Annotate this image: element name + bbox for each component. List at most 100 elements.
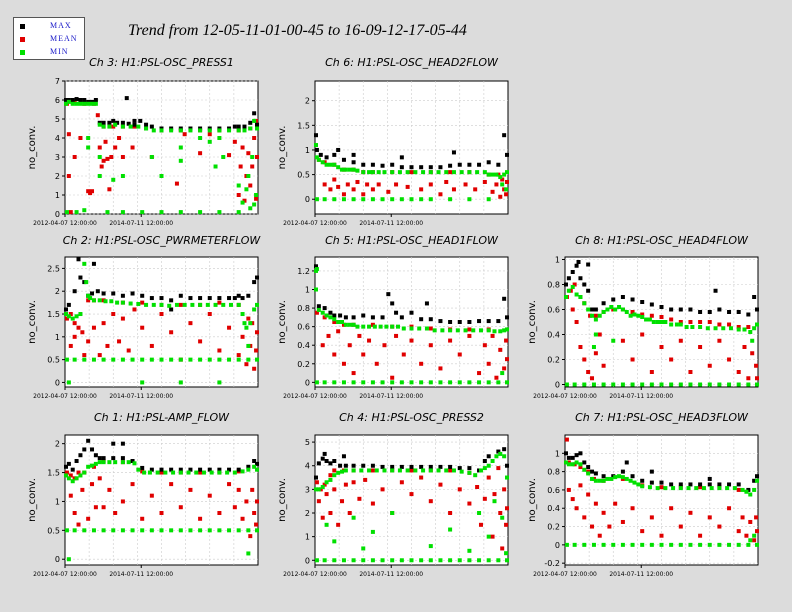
- data-point-max: [255, 275, 259, 280]
- data-point-mean: [105, 343, 110, 348]
- data-point-min: [713, 326, 718, 331]
- data-point-min: [128, 124, 133, 129]
- data-point-min: [709, 486, 714, 491]
- data-point-max: [409, 310, 414, 315]
- data-point-min: [140, 210, 145, 215]
- data-point-mean: [613, 501, 618, 506]
- data-point-mean: [409, 170, 414, 175]
- data-point-min: [624, 476, 629, 481]
- data-point-min: [755, 382, 759, 387]
- legend-marker-max: [20, 24, 25, 29]
- data-point-max: [448, 464, 453, 469]
- data-point-min: [428, 544, 433, 549]
- data-point-min: [227, 357, 232, 362]
- data-point-max: [324, 459, 329, 463]
- data-point-max: [78, 275, 83, 280]
- data-point-min: [593, 332, 598, 337]
- data-point-min: [428, 380, 433, 385]
- data-point-min: [97, 174, 102, 178]
- data-point-mean: [490, 534, 495, 539]
- data-point-min: [347, 167, 352, 172]
- data-point-min: [721, 326, 726, 331]
- data-point-min: [320, 485, 325, 489]
- data-point-min: [395, 324, 400, 329]
- x-tick-label: 2014-07-11 12:00:00: [359, 220, 423, 227]
- data-point-mean: [448, 170, 453, 175]
- data-point-mean: [68, 343, 73, 348]
- chart-title: Ch 3: H1:PSL-OSC_PRESS1: [89, 56, 234, 69]
- data-point-max: [178, 293, 183, 298]
- data-point-mean: [467, 333, 472, 338]
- data-point-min: [505, 170, 509, 175]
- data-point-mean: [451, 187, 456, 192]
- data-point-min: [390, 197, 395, 202]
- data-point-max: [82, 447, 87, 452]
- x-tick-label: 2012-04-07 12:00:00: [533, 393, 597, 400]
- data-point-min: [409, 558, 414, 563]
- data-point-min: [678, 486, 683, 491]
- chart-panel-4: Ch 5: H1:PSL-OSC_HEAD1FLOW 0 0.2 0.4 0.6 0.8 1…: [277, 234, 509, 400]
- data-point-min: [205, 302, 210, 307]
- data-point-mean: [90, 189, 95, 194]
- data-point-mean: [111, 312, 116, 317]
- data-point-mean: [659, 315, 664, 319]
- data-point-min: [504, 187, 509, 192]
- data-point-min: [419, 197, 424, 202]
- data-point-mean: [394, 333, 399, 338]
- data-point-max: [428, 165, 433, 170]
- data-point-mean: [419, 475, 424, 480]
- data-point-min: [620, 382, 625, 387]
- data-point-max: [394, 310, 399, 315]
- data-point-min: [207, 357, 212, 362]
- y-tick-label: 0.2: [297, 360, 310, 369]
- y-tick-label: 2: [305, 97, 310, 106]
- data-point-min: [255, 126, 259, 131]
- data-point-min: [378, 324, 383, 329]
- data-point-max: [486, 454, 491, 459]
- data-point-mean: [76, 522, 81, 527]
- data-point-mean: [80, 487, 85, 492]
- data-point-max: [620, 295, 625, 299]
- data-point-mean: [174, 181, 179, 186]
- data-point-mean: [250, 164, 255, 169]
- data-point-mean: [149, 493, 154, 498]
- data-point-max: [505, 463, 509, 468]
- data-point-min: [421, 468, 426, 473]
- data-point-mean: [236, 193, 241, 197]
- data-point-mean: [492, 492, 497, 497]
- data-point-mean: [502, 487, 507, 492]
- data-point-max: [399, 155, 404, 160]
- data-point-mean: [169, 330, 174, 335]
- data-point-max: [386, 292, 391, 297]
- y-tick-label: 0.2: [547, 356, 560, 365]
- data-point-min: [244, 325, 249, 330]
- data-point-max: [370, 463, 375, 468]
- data-point-min: [690, 325, 695, 329]
- data-point-min: [640, 382, 645, 387]
- data-point-max: [138, 118, 143, 123]
- data-point-min: [74, 101, 79, 106]
- data-point-min: [201, 470, 206, 475]
- data-point-min: [78, 312, 83, 317]
- series-max: [314, 133, 509, 170]
- data-point-mean: [649, 370, 654, 374]
- data-point-min: [64, 473, 68, 478]
- data-point-max: [736, 310, 741, 314]
- data-point-min: [66, 476, 71, 481]
- data-point-min: [613, 307, 618, 312]
- data-point-mean: [744, 533, 749, 538]
- x-tick-label: 2012-04-07 12:00:00: [283, 393, 347, 400]
- data-point-max: [207, 467, 212, 472]
- data-point-mean: [500, 546, 505, 551]
- data-point-mean: [755, 529, 759, 534]
- chart-title: Ch 1: H1:PSL-AMP_FLOW: [94, 411, 230, 424]
- data-point-mean: [107, 487, 112, 492]
- data-point-max: [255, 461, 259, 466]
- data-point-max: [90, 291, 95, 296]
- data-point-mean: [482, 179, 487, 184]
- data-point-min: [678, 322, 683, 327]
- data-point-max: [477, 319, 482, 324]
- data-point-min: [252, 464, 257, 469]
- data-point-max: [343, 315, 348, 320]
- data-point-mean: [640, 529, 645, 534]
